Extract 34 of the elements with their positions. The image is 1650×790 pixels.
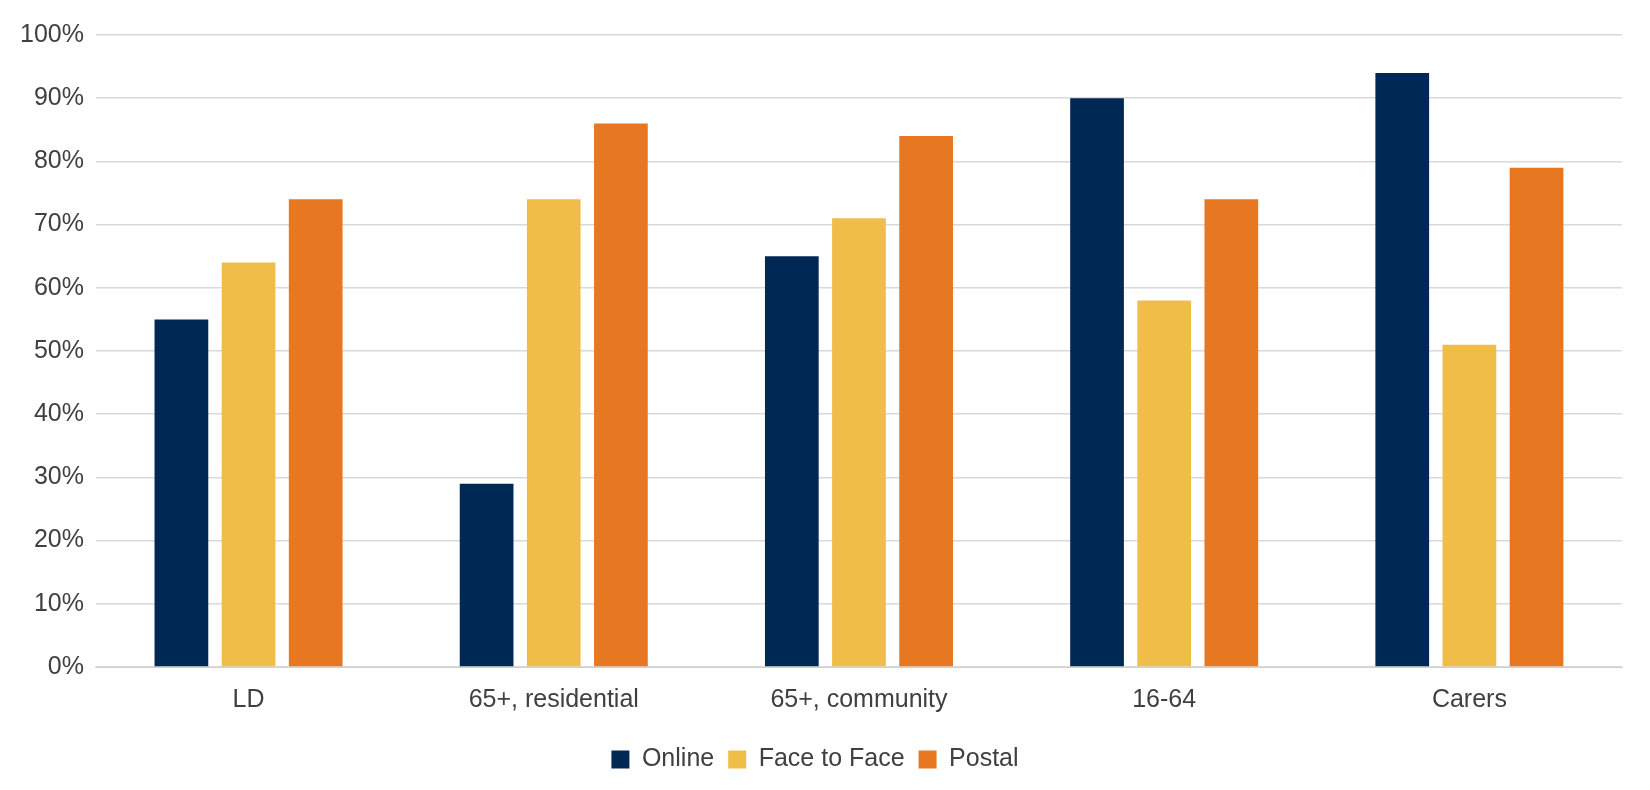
x-tick-label: 65+, residential (468, 683, 639, 712)
bar (459, 483, 514, 667)
y-tick-label: 70% (33, 208, 84, 237)
bar (1509, 167, 1564, 667)
bar (526, 199, 581, 667)
y-tick-label: 0% (47, 650, 84, 679)
bar (1137, 300, 1192, 667)
y-tick-label: 50% (33, 334, 84, 363)
bar (1442, 344, 1497, 667)
y-tick-label: 10% (33, 587, 84, 616)
y-tick-label: 30% (33, 461, 84, 490)
y-tick-label: 90% (33, 82, 84, 111)
legend-label: Postal (949, 743, 1019, 772)
y-tick-label: 40% (33, 398, 84, 427)
bar (154, 319, 209, 667)
x-tick-label: LD (232, 683, 265, 712)
y-tick-label: 20% (33, 524, 84, 553)
bar (832, 218, 886, 667)
legend-label: Online (641, 743, 715, 772)
x-tick-label: 16-64 (1132, 683, 1197, 712)
x-tick-label: 65+, community (770, 683, 949, 712)
x-tick-label: Carers (1431, 683, 1507, 712)
y-tick-label: 100% (19, 18, 84, 47)
y-tick-label: 80% (33, 145, 84, 174)
bar (221, 262, 276, 667)
bar (1375, 72, 1430, 667)
bar (594, 123, 648, 667)
bar (1070, 98, 1124, 667)
bar (899, 136, 953, 667)
bar (288, 199, 343, 667)
bar (764, 256, 819, 667)
bar (1204, 199, 1259, 667)
legend-label: Face to Face (758, 743, 905, 772)
y-tick-label: 60% (33, 271, 84, 300)
